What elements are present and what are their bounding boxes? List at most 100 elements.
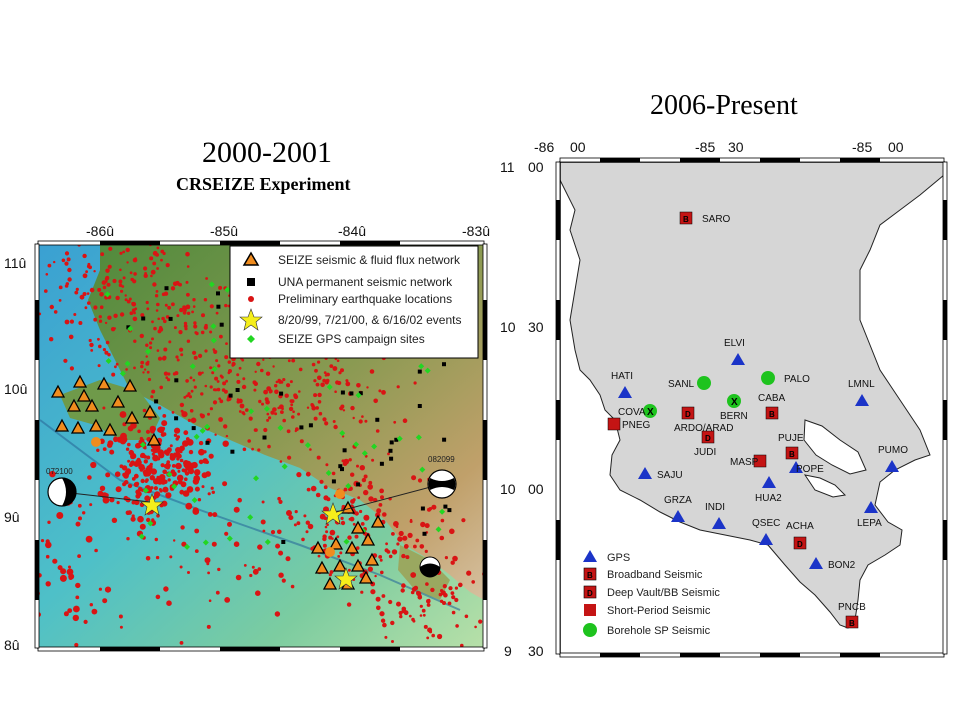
station-caba: B CABA <box>758 393 786 420</box>
earthquake-dot <box>45 581 51 587</box>
earthquake-dot <box>390 620 395 626</box>
earthquake-dot <box>368 480 373 485</box>
earthquake-dot <box>309 448 312 451</box>
earthquake-dot <box>325 463 329 467</box>
gps-campaign-site <box>248 408 255 415</box>
earthquake-dot <box>305 471 311 477</box>
earthquake-dot <box>173 433 178 437</box>
earthquake-dot <box>58 299 62 302</box>
earthquake-dot <box>258 399 262 404</box>
una-station <box>228 393 233 398</box>
earthquake-dot <box>157 317 160 321</box>
earthquake-dot <box>299 439 304 444</box>
earthquake-dot <box>323 516 328 521</box>
earthquake-dot <box>163 449 170 456</box>
earthquake-dot <box>391 549 398 555</box>
beachball-072100 <box>47 477 151 507</box>
station-acha: D ACHA <box>786 521 814 550</box>
seize-station <box>370 514 386 528</box>
earthquake-dot <box>426 636 430 640</box>
earthquake-dot <box>147 377 152 382</box>
earthquake-dot <box>223 389 228 394</box>
earthquake-dot <box>214 376 219 381</box>
earthquake-dot <box>214 433 217 436</box>
earthquake-dot <box>279 460 283 463</box>
earthquake-dot <box>180 409 184 413</box>
earthquake-dot <box>219 334 223 339</box>
earthquake-dot <box>360 522 365 526</box>
earthquake-dot <box>186 292 190 297</box>
una-station <box>154 399 159 404</box>
earthquake-dot <box>91 608 98 615</box>
earthquake-dot <box>145 429 151 434</box>
legend-item: SEIZE GPS campaign sites <box>247 332 425 346</box>
deep-vault-icon <box>583 585 597 599</box>
earthquake-dot <box>216 380 220 383</box>
earthquake-dot <box>104 277 109 281</box>
seize-station <box>344 540 360 554</box>
station-qsec: QSEC <box>752 518 780 545</box>
station-label: SANL <box>668 379 695 390</box>
earthquake-dot <box>134 257 137 260</box>
earthquake-dot <box>68 334 74 340</box>
gps-campaign-site <box>371 443 378 450</box>
station-square-letter: B <box>849 619 855 628</box>
earthquake-dot <box>194 528 200 534</box>
earthquake-dot <box>142 408 147 413</box>
earthquake-dot <box>206 624 211 629</box>
una-station <box>447 508 452 513</box>
seize-station <box>322 576 338 590</box>
earthquake-dot <box>401 583 406 588</box>
gps-triangle <box>855 394 869 406</box>
earthquake-dot <box>97 490 104 497</box>
earthquake-dot <box>107 315 112 320</box>
earthquake-dot <box>314 368 318 373</box>
earthquake-dot <box>248 416 253 421</box>
earthquake-dot <box>251 565 255 569</box>
earthquake-dot <box>297 412 301 416</box>
earthquake-dot <box>149 256 154 261</box>
earthquake-dot <box>187 418 191 422</box>
gps-campaign-site <box>199 427 206 434</box>
earthquake-dot <box>378 389 382 393</box>
yellow-star-icon <box>239 308 263 331</box>
earthquake-dot <box>143 273 148 278</box>
seize-station <box>70 420 86 434</box>
earthquake-dot <box>187 465 194 473</box>
station-square <box>765 406 779 420</box>
earthquake-dot <box>119 625 123 629</box>
earthquake-dot <box>322 534 327 539</box>
orange-triangle-icon <box>242 251 260 266</box>
earthquake-dot <box>293 394 299 400</box>
earthquake-dot <box>49 304 54 310</box>
earthquake-dot <box>288 406 294 412</box>
earthquake-dot <box>243 564 247 567</box>
earthquake-dot <box>180 353 184 357</box>
earthquake-dot <box>102 496 110 504</box>
earthquake-dot <box>257 567 262 571</box>
earthquake-dot <box>104 493 109 498</box>
earthquake-dot <box>47 263 52 268</box>
earthquake-dot <box>359 465 365 471</box>
earthquake-dot <box>378 555 383 559</box>
earthquake-dot <box>388 599 393 605</box>
earthquake-dot <box>146 307 150 311</box>
gps-campaign-site <box>339 430 346 437</box>
gps-triangle <box>809 557 823 569</box>
earthquake-dot <box>151 389 156 394</box>
lon-tick-label: 30 <box>728 139 744 155</box>
earthquake-dot <box>112 278 117 284</box>
earthquake-dot <box>85 270 88 274</box>
earthquake-dot <box>132 316 138 322</box>
earthquake-dot <box>408 614 412 618</box>
earthquake-dot <box>451 595 456 600</box>
gps-campaign-site <box>253 475 260 482</box>
earthquake-dot <box>78 516 82 521</box>
una-station <box>281 540 286 544</box>
una-station <box>126 325 131 330</box>
earthquake-dot <box>393 420 397 424</box>
station-label: PALO <box>784 374 810 385</box>
earthquake-dot <box>133 272 137 276</box>
earthquake-dot <box>385 542 388 546</box>
earthquake-dot <box>411 475 417 481</box>
